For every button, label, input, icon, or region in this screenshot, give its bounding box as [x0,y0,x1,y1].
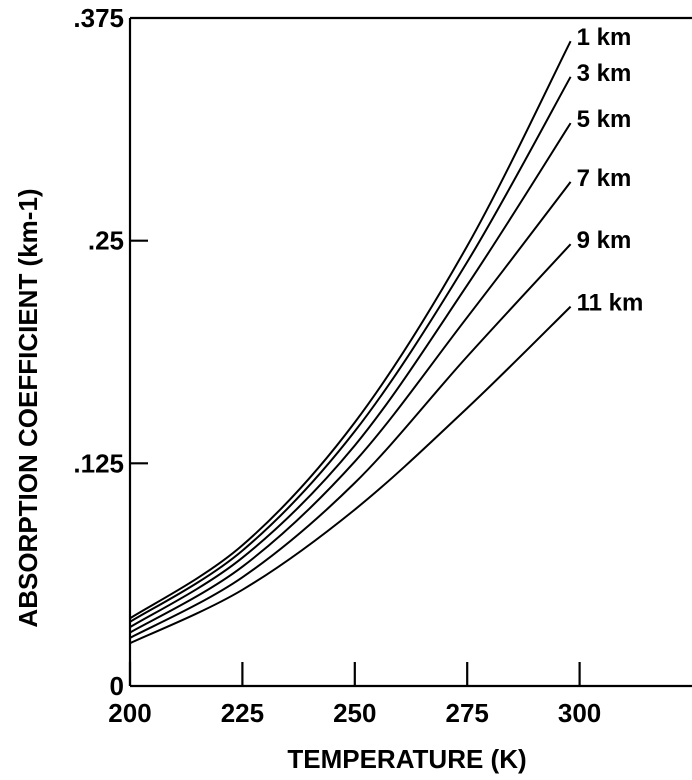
series-line-3 [129,122,572,629]
y-tick-label: .125 [73,448,124,478]
series-curves [129,40,572,645]
x-tick-label: 250 [333,698,376,728]
x-tick-label: 275 [446,698,489,728]
plot-frame [128,16,692,688]
x-axis-ticks: 200 225 250 275 300 [108,662,601,728]
y-tick-label: 0 [110,671,124,701]
y-tick-label: .375 [73,3,124,33]
series-line-6 [129,305,572,645]
series-line-1 [129,40,572,620]
y-axis-ticks: 0 .125 .25 .375 [73,3,148,701]
y-tick-label: .25 [88,226,124,256]
series-line-2 [129,76,572,623]
x-tick-label: 300 [558,698,601,728]
x-tick-label: 225 [221,698,264,728]
series-label-6: 11 km [577,290,644,317]
series-label-1: 1 km [577,24,632,51]
series-label-3: 5 km [577,106,632,133]
series-label-2: 3 km [577,60,632,87]
x-tick-label: 200 [108,698,151,728]
series-label-4: 7 km [577,165,632,192]
series-labels: 1 km 3 km 5 km 7 km 9 km 11 km [577,24,644,316]
y-axis-title: ABSORPTION COEFFICIENT (km-1) [13,188,43,627]
series-line-5 [129,243,572,639]
series-line-4 [129,181,572,634]
series-label-5: 9 km [577,227,632,254]
x-axis-title: TEMPERATURE (K) [287,744,526,774]
